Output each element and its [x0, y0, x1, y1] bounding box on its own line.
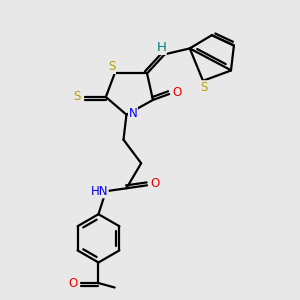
Text: S: S	[200, 81, 207, 94]
Text: O: O	[68, 277, 77, 290]
Text: O: O	[173, 86, 182, 99]
Text: HN: HN	[91, 185, 108, 198]
Text: S: S	[108, 61, 116, 74]
Text: O: O	[151, 177, 160, 190]
Text: N: N	[128, 107, 137, 120]
Text: S: S	[73, 91, 81, 103]
Text: H: H	[156, 41, 166, 54]
